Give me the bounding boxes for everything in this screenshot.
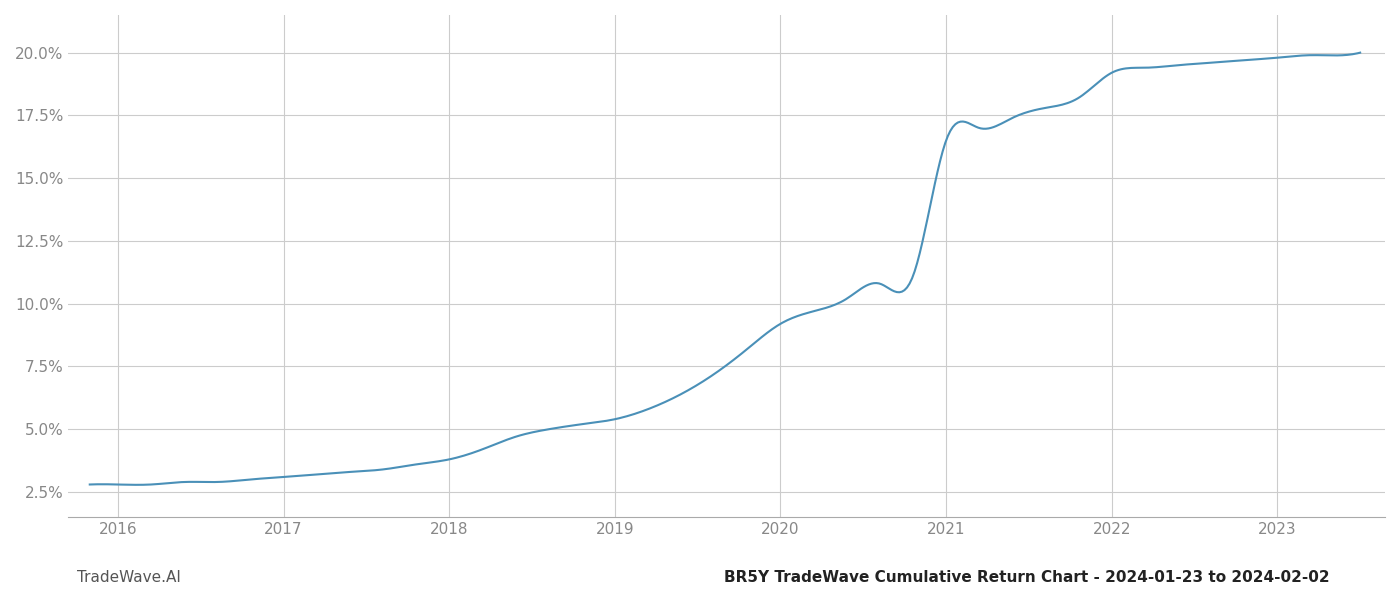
Text: BR5Y TradeWave Cumulative Return Chart - 2024-01-23 to 2024-02-02: BR5Y TradeWave Cumulative Return Chart -… (724, 570, 1330, 585)
Text: TradeWave.AI: TradeWave.AI (77, 570, 181, 585)
